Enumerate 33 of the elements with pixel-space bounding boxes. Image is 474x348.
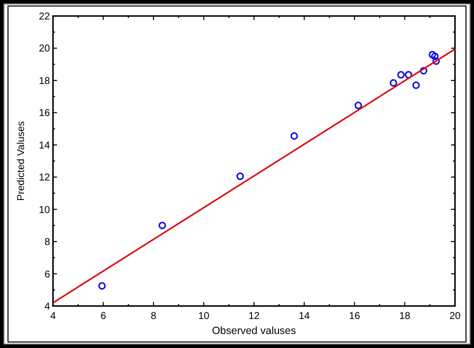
y-axis-title: Predicted Valuses — [16, 121, 27, 201]
y-tick-label: 8 — [44, 237, 50, 248]
point — [420, 67, 428, 75]
y-tick-label: 18 — [38, 76, 50, 87]
point — [158, 222, 166, 230]
x-tick-label: 6 — [100, 311, 106, 322]
point — [290, 132, 298, 140]
x-axis-title: Observed valuses — [212, 325, 296, 337]
y-tick-label: 14 — [38, 140, 50, 152]
point — [431, 52, 439, 60]
x-tick-label: 10 — [198, 311, 210, 322]
point — [404, 71, 412, 79]
point — [412, 82, 420, 90]
x-tick-label: 12 — [248, 311, 260, 322]
point — [354, 102, 362, 110]
y-tick-label: 12 — [38, 172, 50, 184]
y-tick-label: 4 — [44, 302, 50, 312]
x-tick-label: 16 — [348, 311, 360, 322]
y-tick-label: 20 — [38, 44, 50, 55]
point — [98, 282, 106, 290]
point — [428, 50, 436, 58]
y-tick-label: 22 — [38, 12, 50, 22]
y-tick-label: 10 — [38, 204, 50, 216]
x-tick-label: 20 — [449, 311, 461, 322]
x-tick-label: 8 — [150, 311, 157, 322]
point — [236, 172, 244, 180]
y-tick-label: 6 — [44, 269, 50, 280]
point — [432, 57, 440, 65]
point — [397, 71, 405, 79]
y-tick-label: 16 — [38, 108, 50, 120]
point — [390, 79, 398, 87]
x-tick-label: 18 — [399, 311, 411, 322]
x-tick-label: 14 — [298, 311, 310, 322]
